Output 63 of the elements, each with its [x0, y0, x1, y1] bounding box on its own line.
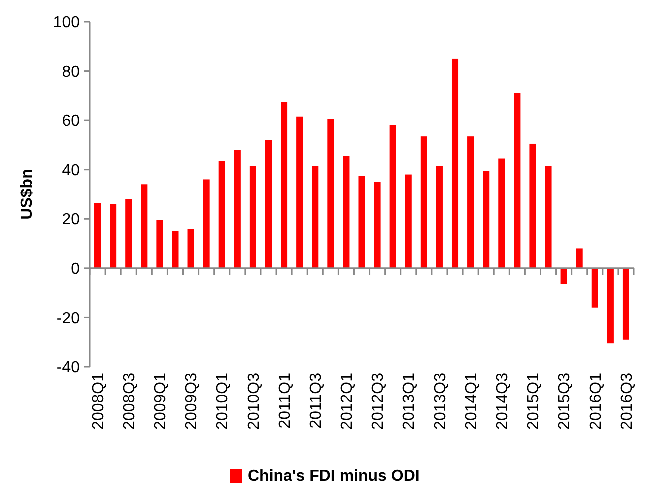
- bar: [110, 204, 117, 268]
- x-tick-label: 2009Q1: [152, 372, 170, 430]
- bar: [607, 268, 614, 344]
- x-tick-label: 2013Q3: [432, 372, 450, 430]
- bar: [188, 229, 194, 268]
- bar: [296, 116, 304, 268]
- bar: [218, 161, 226, 268]
- y-tick-label: -20: [56, 310, 80, 328]
- bar: [592, 268, 598, 308]
- bar: [436, 166, 443, 268]
- bar: [156, 220, 164, 268]
- bar: [545, 166, 552, 268]
- x-tick-label: 2013Q1: [401, 372, 418, 430]
- y-tick-label: 80: [62, 64, 80, 81]
- x-tick-label: 2016Q3: [618, 372, 636, 430]
- bar: [374, 182, 381, 268]
- bar: [203, 180, 210, 268]
- bar: [328, 119, 334, 268]
- x-tick-label: 2012Q1: [339, 372, 356, 430]
- y-tick-label: 60: [62, 113, 80, 130]
- bar: [94, 203, 102, 268]
- bar: [281, 102, 288, 268]
- y-tick-label: 100: [53, 14, 80, 32]
- x-tick-label: 2011Q3: [308, 372, 325, 429]
- bar: [234, 150, 241, 268]
- x-tick-label: 2015Q3: [556, 372, 574, 430]
- bar: [343, 156, 350, 268]
- bar: [622, 268, 630, 340]
- bar: [468, 136, 474, 268]
- bar: [452, 58, 459, 268]
- x-tick-label: 2009Q3: [184, 372, 201, 430]
- y-tick-label: -40: [56, 360, 80, 377]
- bar: [126, 199, 132, 268]
- bar: [141, 184, 148, 268]
- x-tick-label: 2016Q1: [588, 372, 605, 430]
- bar: [312, 166, 319, 268]
- bar: [250, 166, 256, 268]
- bar: [172, 231, 179, 268]
- bar: [530, 144, 536, 268]
- x-tick-label: 2015Q1: [526, 372, 543, 430]
- bar: [560, 268, 568, 284]
- y-axis-title: US$bn: [19, 169, 36, 220]
- x-tick-label: 2010Q1: [214, 372, 232, 430]
- x-tick-label: 2008Q1: [90, 372, 108, 430]
- bar: [405, 174, 412, 268]
- y-tick-label: 20: [62, 212, 80, 229]
- bar: [498, 158, 506, 268]
- bar: [265, 140, 272, 268]
- y-tick-label: 40: [62, 162, 80, 180]
- x-tick-label: 2012Q3: [370, 372, 388, 430]
- bar: [483, 171, 490, 268]
- x-tick-label: 2011Q1: [276, 372, 294, 429]
- bar: [576, 248, 583, 268]
- x-tick-label: 2014Q3: [494, 372, 512, 430]
- bar: [390, 126, 396, 268]
- bar: [358, 176, 366, 268]
- x-tick-label: 2014Q1: [463, 372, 480, 430]
- legend-label: China's FDI minus ODI: [248, 468, 420, 485]
- bar: [420, 136, 428, 268]
- y-tick-label: 0: [71, 261, 80, 278]
- bar: [514, 93, 521, 268]
- x-tick-label: 2010Q3: [246, 372, 263, 430]
- x-tick-label: 2008Q3: [121, 372, 138, 430]
